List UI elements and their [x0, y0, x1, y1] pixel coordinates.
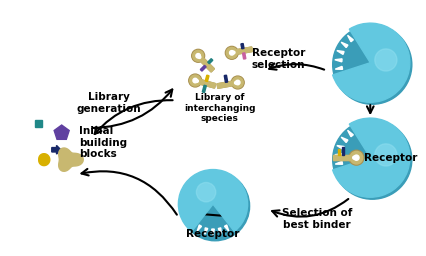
Polygon shape	[334, 66, 342, 69]
Polygon shape	[224, 75, 227, 82]
Polygon shape	[340, 137, 347, 143]
Polygon shape	[54, 125, 69, 139]
Text: Receptor: Receptor	[186, 229, 239, 239]
Polygon shape	[332, 155, 350, 160]
Polygon shape	[236, 47, 252, 54]
Text: Library
generation: Library generation	[77, 92, 141, 114]
Circle shape	[229, 51, 233, 55]
Polygon shape	[199, 80, 215, 88]
Circle shape	[332, 25, 411, 104]
Polygon shape	[218, 228, 221, 234]
Circle shape	[234, 82, 236, 84]
Polygon shape	[347, 130, 352, 137]
Polygon shape	[216, 81, 233, 88]
Circle shape	[352, 156, 355, 159]
Circle shape	[374, 49, 396, 71]
Polygon shape	[337, 149, 340, 155]
Polygon shape	[199, 80, 215, 88]
Polygon shape	[236, 47, 252, 54]
Text: Selection of
best binder: Selection of best binder	[281, 208, 351, 230]
Wedge shape	[332, 118, 409, 197]
Polygon shape	[332, 155, 350, 160]
Polygon shape	[216, 81, 233, 88]
Circle shape	[349, 151, 362, 164]
Polygon shape	[58, 148, 83, 171]
Polygon shape	[200, 58, 214, 72]
Circle shape	[226, 47, 237, 58]
Polygon shape	[207, 59, 212, 64]
Polygon shape	[240, 44, 243, 49]
Circle shape	[232, 51, 234, 54]
Polygon shape	[334, 59, 341, 62]
Polygon shape	[197, 225, 201, 231]
Text: Receptor: Receptor	[363, 153, 417, 163]
Circle shape	[196, 183, 215, 202]
Circle shape	[193, 78, 197, 83]
Polygon shape	[52, 145, 61, 154]
Circle shape	[235, 80, 239, 85]
Wedge shape	[178, 169, 247, 231]
Circle shape	[192, 50, 203, 61]
Polygon shape	[204, 228, 207, 234]
Polygon shape	[35, 120, 42, 126]
Polygon shape	[347, 35, 352, 42]
Polygon shape	[336, 145, 343, 149]
Circle shape	[196, 54, 200, 58]
Circle shape	[374, 144, 396, 166]
Circle shape	[195, 80, 198, 82]
Polygon shape	[334, 154, 341, 157]
Polygon shape	[200, 58, 214, 72]
Polygon shape	[242, 53, 245, 59]
Polygon shape	[202, 85, 206, 92]
Polygon shape	[39, 154, 50, 166]
Polygon shape	[340, 42, 347, 48]
Polygon shape	[200, 65, 206, 71]
Circle shape	[225, 46, 238, 59]
Circle shape	[188, 74, 201, 87]
Polygon shape	[334, 161, 342, 164]
Circle shape	[332, 120, 411, 199]
Text: Initial
building
blocks: Initial building blocks	[79, 126, 127, 159]
Circle shape	[198, 56, 200, 58]
Circle shape	[232, 77, 243, 88]
Polygon shape	[211, 229, 214, 235]
Polygon shape	[224, 225, 228, 231]
Circle shape	[191, 49, 204, 62]
Text: Receptor
selection: Receptor selection	[251, 48, 304, 70]
Polygon shape	[341, 147, 343, 155]
Circle shape	[231, 76, 244, 89]
Polygon shape	[336, 50, 343, 55]
Text: Library of
interchanging
species: Library of interchanging species	[184, 93, 255, 123]
Wedge shape	[332, 23, 409, 102]
Circle shape	[348, 150, 363, 165]
Polygon shape	[205, 75, 208, 81]
Circle shape	[353, 155, 358, 160]
Circle shape	[189, 75, 200, 86]
Circle shape	[180, 172, 249, 241]
